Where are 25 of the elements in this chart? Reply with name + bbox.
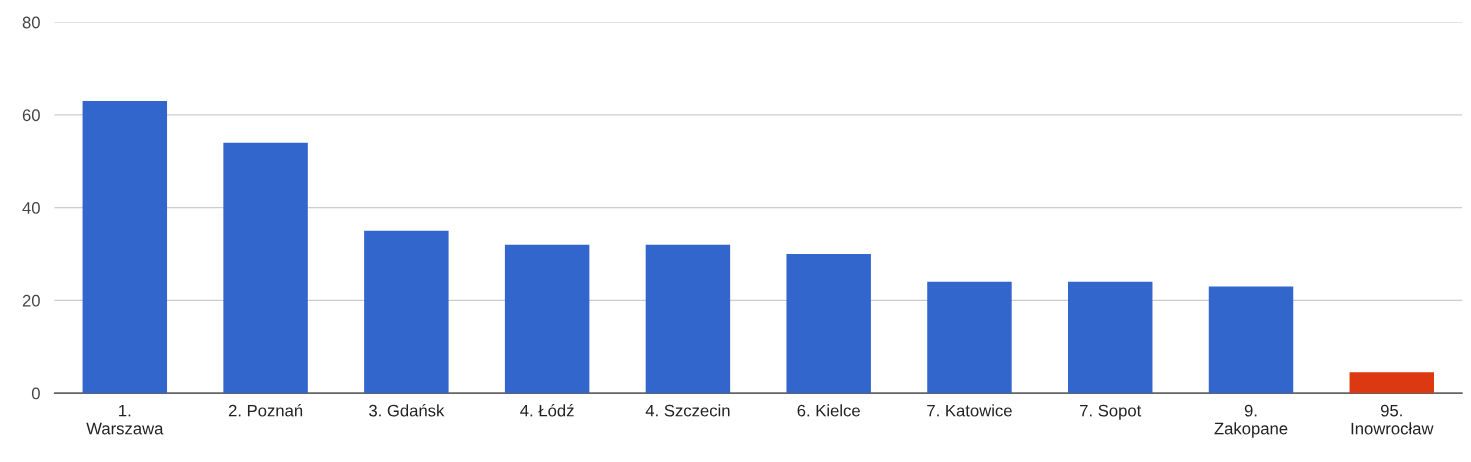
bar — [645, 244, 731, 394]
x-tick-label: 6. Kielce — [797, 404, 860, 417]
bar — [504, 244, 590, 394]
y-tick-label: 20 — [22, 294, 40, 307]
y-tick-label: 80 — [22, 16, 40, 29]
y-tick-label: 60 — [22, 109, 40, 122]
x-tick-label: 4. Łódź — [520, 404, 574, 417]
x-tick-label: 3. Gdańsk — [369, 404, 445, 417]
y-tick-label: 0 — [31, 387, 40, 400]
x-tick-label: 7. Katowice — [927, 404, 1012, 417]
bar — [1208, 286, 1294, 394]
x-tick-label: 2. Poznań — [228, 404, 303, 417]
x-tick-label: 1. Warszawa — [86, 404, 164, 435]
x-tick-label: 95. Inowrocław — [1351, 404, 1434, 435]
x-tick-label: 4. Szczecin — [645, 404, 730, 417]
bar — [364, 230, 449, 394]
bar — [223, 142, 308, 394]
x-tick-label: 7. Sopot — [1080, 404, 1142, 420]
bar — [1068, 281, 1153, 394]
bar — [786, 254, 871, 394]
bar — [82, 101, 168, 394]
y-tick-label: 40 — [22, 202, 40, 214]
bar — [1349, 372, 1435, 394]
bar — [927, 281, 1012, 394]
x-tick-label: 9. Zakopane — [1214, 404, 1288, 438]
